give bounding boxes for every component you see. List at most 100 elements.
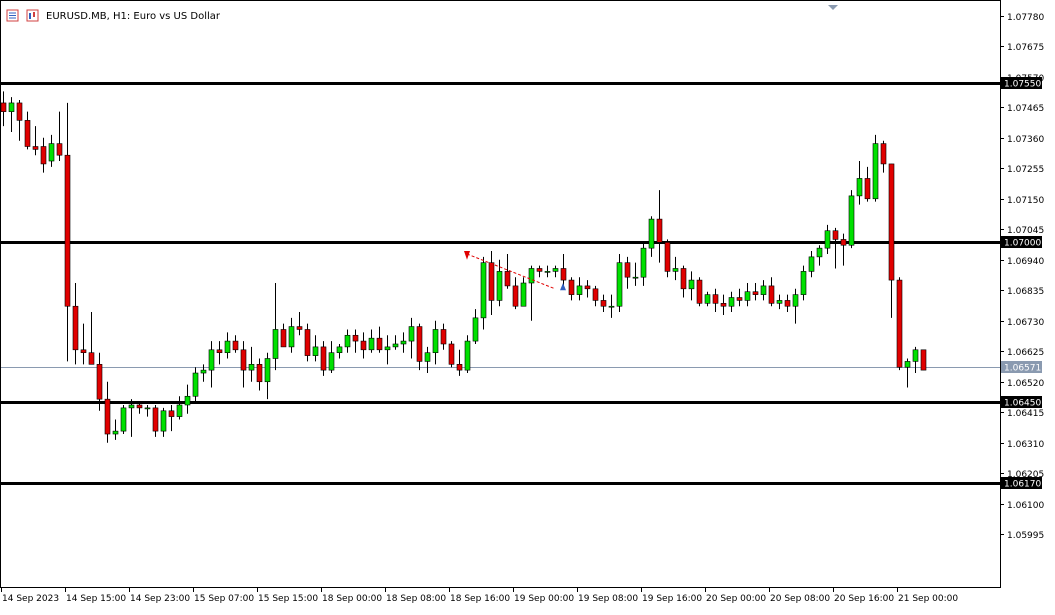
candle-body bbox=[224, 340, 231, 354]
candle-body bbox=[104, 398, 111, 435]
candle-body bbox=[912, 349, 919, 362]
candle-bearish bbox=[168, 404, 175, 432]
candle-bullish bbox=[384, 335, 391, 365]
time-tick-label: 19 Sep 00:00 bbox=[514, 594, 574, 604]
price-tick-label: 1.07255 bbox=[1007, 165, 1044, 175]
candle-body bbox=[784, 300, 791, 307]
level-label: 1.07000 bbox=[1004, 239, 1041, 249]
candle-body bbox=[680, 268, 687, 290]
candle-bearish bbox=[448, 341, 455, 368]
price-scale[interactable]: 1.077801.076751.075701.074651.073601.072… bbox=[1000, 13, 1044, 541]
candle-body bbox=[312, 346, 319, 356]
candle-bullish bbox=[472, 309, 479, 344]
candle-bullish bbox=[368, 329, 375, 353]
candle-body bbox=[536, 268, 543, 272]
chart-type-icon[interactable] bbox=[26, 9, 39, 22]
level-label-box bbox=[1001, 477, 1042, 489]
candle-body bbox=[664, 242, 671, 272]
candle-bullish bbox=[224, 332, 231, 359]
level-label: 1.06170 bbox=[1004, 480, 1041, 490]
candle-body bbox=[176, 404, 183, 417]
candle-bearish bbox=[784, 294, 791, 313]
candle-body bbox=[344, 334, 351, 348]
candle-bearish bbox=[624, 256, 631, 289]
candle-body bbox=[792, 294, 799, 307]
candle-body bbox=[824, 230, 831, 249]
candle-bearish bbox=[256, 358, 263, 391]
candle-bearish bbox=[56, 111, 63, 162]
time-tick-label: 15 Sep 15:00 bbox=[258, 594, 318, 604]
time-tick-label: 20 Sep 00:00 bbox=[706, 594, 766, 604]
candle-bearish bbox=[712, 288, 719, 313]
chart-shift-marker-icon[interactable] bbox=[828, 5, 838, 10]
current-price-label: 1.06571 bbox=[1004, 364, 1041, 374]
candle-bullish bbox=[184, 384, 191, 414]
candle-bullish bbox=[160, 407, 167, 437]
candle-bearish bbox=[80, 323, 87, 365]
price-tick-label: 1.07045 bbox=[1007, 226, 1044, 236]
level-label-box bbox=[1001, 77, 1042, 89]
candle-bearish bbox=[560, 253, 567, 286]
candle-bearish bbox=[440, 323, 447, 350]
candle-body bbox=[752, 291, 759, 295]
candle-bullish bbox=[128, 399, 135, 437]
candle-body bbox=[640, 247, 647, 278]
candle-body bbox=[520, 282, 527, 307]
candle-bearish bbox=[864, 166, 871, 202]
candle-body bbox=[600, 300, 607, 307]
symbol-list-icon[interactable] bbox=[6, 9, 19, 22]
time-tick-label: 14 Sep 2023 bbox=[2, 594, 59, 604]
candle-body bbox=[800, 271, 807, 295]
candle-body bbox=[688, 279, 695, 290]
candle-bearish bbox=[488, 251, 495, 315]
time-scale[interactable]: 14 Sep 2023 14 Sep 15:00 14 Sep 23:00 15 Se… bbox=[1, 587, 959, 604]
candle-body bbox=[776, 300, 783, 304]
buy-arrow-icon bbox=[560, 283, 566, 291]
candle-bullish bbox=[400, 332, 407, 353]
candle-bullish bbox=[824, 224, 831, 254]
candle-body bbox=[856, 178, 863, 197]
candle-body bbox=[96, 364, 103, 400]
candle-bullish bbox=[480, 256, 487, 330]
candle-bullish bbox=[464, 335, 471, 374]
candle-body bbox=[768, 285, 775, 304]
candles bbox=[0, 91, 927, 443]
candle-body bbox=[728, 297, 735, 307]
candle-body bbox=[24, 120, 31, 147]
candle-bearish bbox=[656, 190, 663, 263]
candle-body bbox=[360, 340, 367, 351]
candle-bearish bbox=[504, 253, 511, 289]
candle-body bbox=[264, 358, 271, 383]
price-tick-label: 1.06100 bbox=[1007, 501, 1044, 511]
candle-body bbox=[336, 346, 343, 354]
candle-body bbox=[888, 163, 895, 281]
candle-bullish bbox=[496, 259, 503, 307]
price-tick-label: 1.06205 bbox=[1007, 470, 1044, 480]
candle-bullish bbox=[872, 134, 879, 202]
price-tick-label: 1.07675 bbox=[1007, 43, 1044, 53]
time-tick-label: 19 Sep 16:00 bbox=[642, 594, 702, 604]
price-tick-label: 1.06520 bbox=[1007, 379, 1044, 389]
price-tick-label: 1.07465 bbox=[1007, 104, 1044, 114]
candle-body bbox=[880, 143, 887, 165]
candle-bullish bbox=[344, 329, 351, 353]
candle-bearish bbox=[40, 137, 47, 173]
sell-arrow-icon bbox=[464, 251, 470, 260]
candle-body bbox=[608, 305, 615, 308]
candle-body bbox=[40, 146, 47, 165]
candle-bullish bbox=[552, 265, 559, 278]
candle-body bbox=[872, 143, 879, 200]
candle-bullish bbox=[408, 317, 415, 359]
candle-body bbox=[232, 340, 239, 351]
candle-bullish bbox=[200, 364, 207, 382]
candle-body bbox=[720, 303, 727, 307]
candle-bearish bbox=[768, 277, 775, 307]
candle-bearish bbox=[840, 233, 847, 266]
candle-body bbox=[408, 326, 415, 342]
candle-body bbox=[184, 395, 191, 406]
candle-body bbox=[592, 288, 599, 301]
candle-body bbox=[56, 143, 63, 156]
time-tick-label: 18 Sep 00:00 bbox=[322, 594, 382, 604]
